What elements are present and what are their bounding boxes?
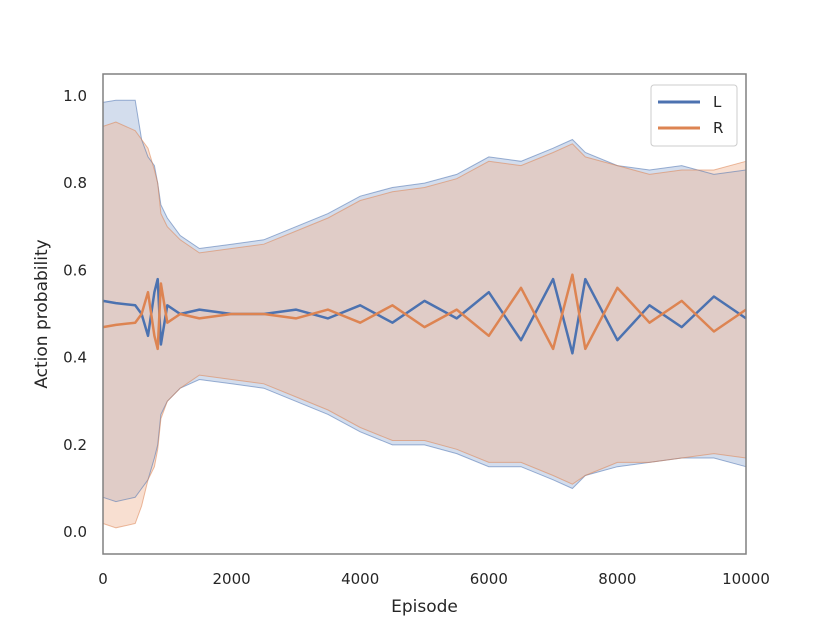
x-tick-label: 0 [98,570,108,588]
plot-area [102,99,747,529]
legend-box [650,84,738,147]
x-tick-label: 8000 [598,570,636,588]
y-tick-label: 0.0 [63,523,87,541]
axes-frame [102,73,747,555]
y-tick-label: 0.4 [63,349,87,367]
confidence-band-R [103,122,746,528]
axis-ticks: 0 2000 4000 6000 8000 10000 0.0 0.2 0.4 0.6 0.8 1.0 [63,87,770,588]
y-tick-label: 0.8 [63,174,87,192]
series-line-L [102,277,747,355]
legend-label-R: R [713,119,723,137]
legend-label-L: L [713,93,722,111]
x-tick-label: 2000 [213,570,251,588]
x-axis-label: Episode [391,597,458,617]
x-tick-label: 6000 [470,570,508,588]
y-tick-label: 0.2 [63,436,87,454]
x-tick-label: 4000 [341,570,379,588]
legend: L R [650,84,738,147]
x-tick-label: 10000 [722,570,770,588]
y-tick-label: 0.6 [63,261,87,279]
y-axis-label: Action probability [32,239,52,388]
series-line-R [102,273,747,351]
band-edge-lower-L [102,378,747,503]
band-edge-lower-R [102,374,747,529]
y-tick-label: 1.0 [63,87,87,105]
band-edge-upper-R [102,121,747,254]
